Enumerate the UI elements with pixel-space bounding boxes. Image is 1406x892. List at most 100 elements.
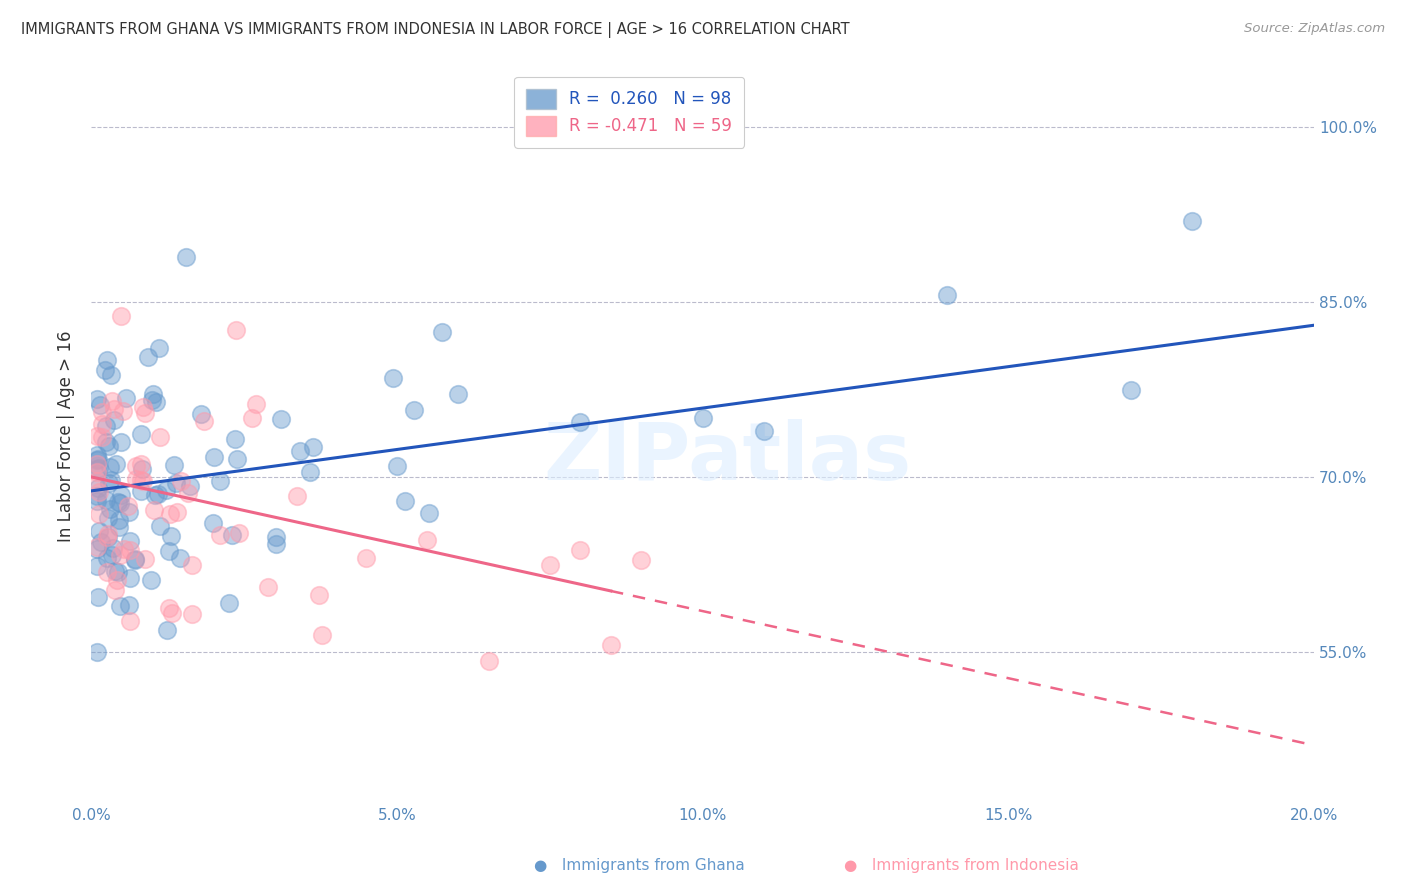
Point (447, 387, 470, 401)
Point (98, 502, 121, 516)
Point (97, 527, 120, 541)
Point (98, 476, 121, 491)
Point (159, 529, 181, 543)
Point (125, 472, 148, 486)
Point (100, 368, 122, 383)
Point (105, 458, 128, 472)
Point (86, 489, 108, 503)
Point (394, 494, 416, 508)
Point (176, 251, 198, 265)
Point (103, 401, 125, 416)
Point (108, 520, 131, 534)
Point (86, 457, 108, 471)
Point (226, 451, 249, 466)
Legend: R =  0.260   N = 98, R = -0.471   N = 59: R = 0.260 N = 98, R = -0.471 N = 59 (515, 77, 744, 147)
Point (129, 457, 152, 471)
Point (142, 503, 165, 517)
Point (692, 411, 714, 425)
Point (134, 552, 156, 566)
Point (298, 465, 321, 479)
Point (432, 325, 454, 339)
Y-axis label: In Labor Force | Age > 16: In Labor Force | Age > 16 (58, 330, 75, 541)
Point (302, 440, 325, 454)
Point (86, 392, 108, 407)
Point (224, 432, 246, 446)
Point (105, 574, 128, 588)
Point (108, 496, 131, 510)
Point (356, 551, 378, 566)
Point (107, 494, 129, 508)
Point (90, 535, 112, 549)
Point (96, 353, 118, 368)
Point (129, 484, 152, 499)
Point (630, 553, 652, 567)
Point (180, 607, 202, 622)
Point (381, 370, 404, 384)
Point (208, 474, 231, 488)
Point (162, 606, 184, 620)
Point (101, 393, 124, 408)
Point (114, 392, 136, 406)
Point (209, 528, 232, 542)
Point (110, 434, 132, 449)
Point (166, 505, 188, 519)
Point (97, 511, 120, 525)
Point (270, 412, 292, 426)
Point (1119, 383, 1142, 397)
Point (165, 475, 187, 490)
Point (86, 559, 108, 574)
Point (149, 518, 172, 533)
Point (86, 475, 108, 489)
Point (131, 400, 153, 414)
Point (86, 462, 108, 476)
Point (91, 430, 114, 444)
Text: ●   Immigrants from Ghana: ● Immigrants from Ghana (534, 858, 745, 872)
Point (87, 590, 110, 604)
Point (118, 505, 141, 519)
Point (242, 411, 264, 425)
Point (120, 614, 142, 628)
Point (132, 474, 155, 488)
Point (201, 516, 224, 530)
Point (228, 526, 250, 541)
Point (157, 601, 180, 615)
Point (89, 398, 111, 412)
Point (91, 405, 114, 419)
Point (87, 482, 110, 496)
Point (170, 475, 193, 489)
Point (94, 493, 117, 508)
Point (202, 450, 225, 465)
Point (145, 394, 167, 409)
Point (538, 558, 561, 573)
Point (86, 465, 108, 479)
Point (311, 628, 333, 642)
Point (118, 533, 141, 548)
Point (179, 478, 201, 492)
Point (104, 583, 127, 598)
Point (143, 488, 166, 502)
Point (96, 530, 118, 544)
Point (117, 499, 139, 513)
Point (100, 460, 122, 475)
Point (103, 541, 125, 555)
Point (124, 553, 146, 567)
Point (100, 473, 122, 487)
Point (308, 588, 330, 602)
Point (107, 566, 129, 580)
Point (1181, 214, 1204, 228)
Point (190, 408, 212, 422)
Point (108, 513, 131, 527)
Point (91, 417, 114, 431)
Text: IMMIGRANTS FROM GHANA VS IMMIGRANTS FROM INDONESIA IN LABOR FORCE | AGE > 16 COR: IMMIGRANTS FROM GHANA VS IMMIGRANTS FROM… (21, 22, 849, 38)
Point (218, 596, 240, 610)
Point (108, 549, 131, 563)
Point (136, 350, 159, 364)
Point (181, 558, 204, 573)
Point (156, 624, 179, 638)
Point (94, 419, 117, 434)
Point (86, 645, 108, 659)
Point (101, 548, 124, 562)
Point (416, 533, 439, 548)
Point (110, 310, 132, 324)
Point (569, 542, 592, 557)
